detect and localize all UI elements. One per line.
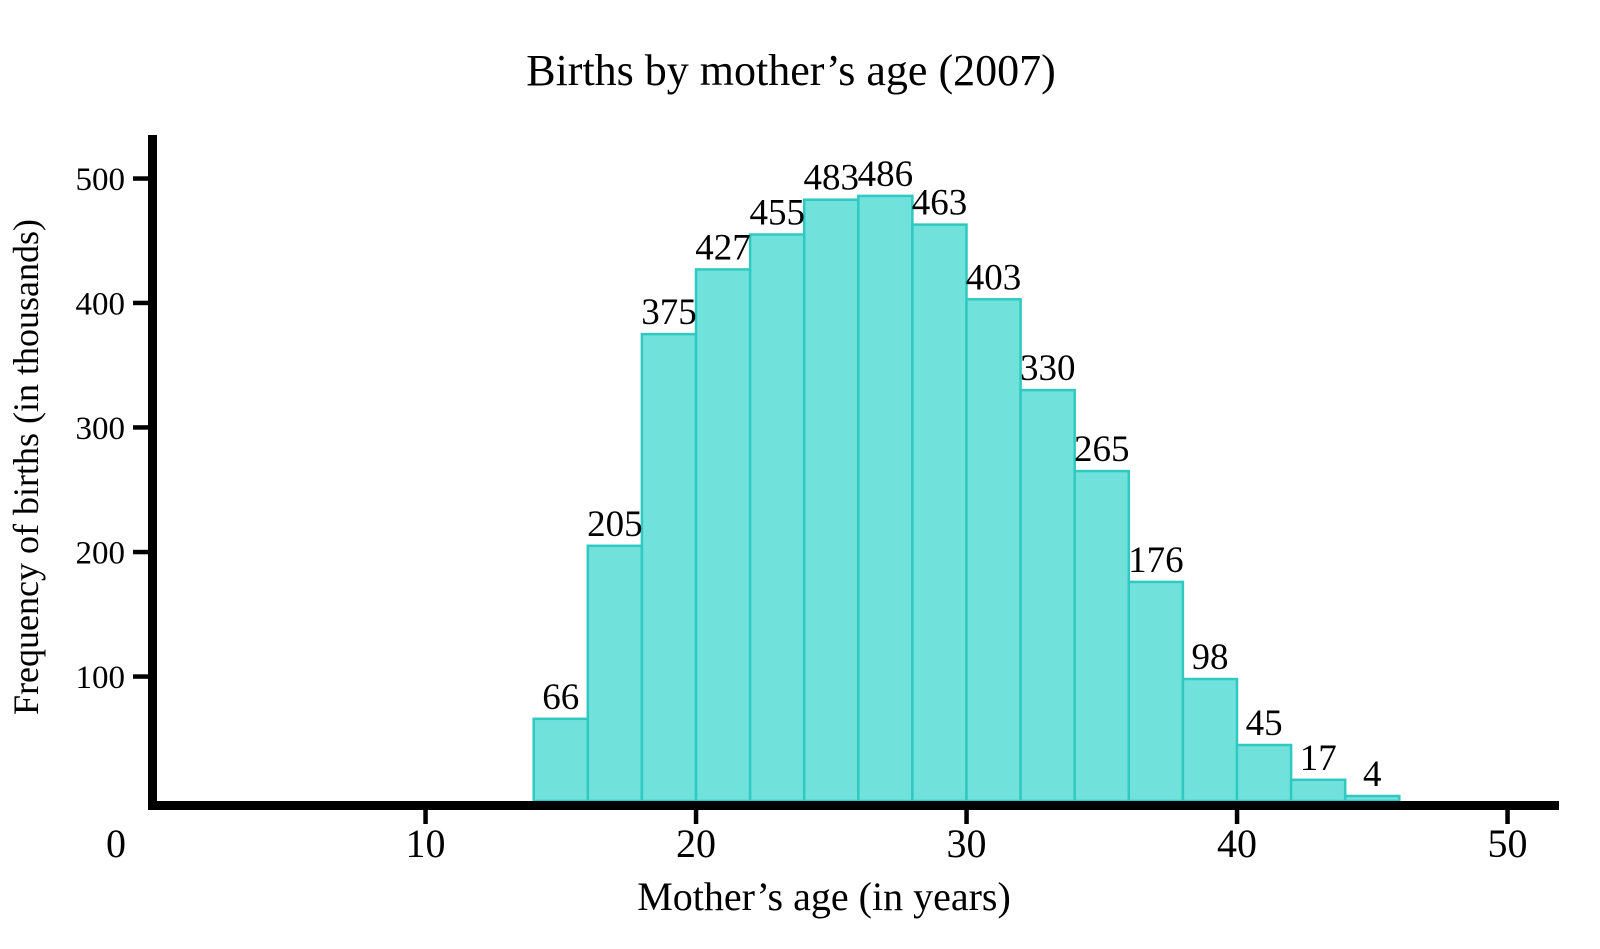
bar-value-label: 17	[1300, 738, 1337, 779]
y-tick	[133, 300, 148, 306]
y-tick	[133, 176, 148, 181]
y-tick	[133, 425, 148, 430]
bar-value-label: 427	[695, 227, 751, 268]
bar-value-label: 375	[641, 292, 697, 333]
x-tick	[1505, 810, 1510, 824]
chart-title: Births by mother’s age (2007)	[526, 46, 1056, 95]
x-tick-label: 50	[1488, 821, 1528, 866]
bar-value-label: 45	[1246, 703, 1283, 744]
y-tick-label: 400	[76, 287, 126, 323]
histogram-bar-age-28-30	[911, 223, 968, 803]
y-tick	[133, 674, 148, 679]
histogram-bar-age-26-28	[857, 194, 914, 803]
histogram-bar-age-22-24	[748, 233, 806, 803]
histogram-bar-age-14-16	[532, 717, 590, 803]
x-tick-label: 30	[947, 821, 987, 866]
histogram-bar-age-18-20	[640, 332, 698, 803]
x-tick-label: 20	[676, 821, 716, 866]
bar-value-label: 176	[1128, 540, 1184, 581]
x-tick-label: 0	[106, 821, 126, 866]
x-tick-label: 40	[1217, 821, 1257, 866]
histogram-bar-age-32-34	[1019, 388, 1076, 803]
axes-layer	[148, 135, 1559, 810]
histogram-bar-age-42-44	[1289, 778, 1347, 803]
histogram-bar-age-40-42	[1235, 743, 1293, 803]
y-tick	[133, 549, 148, 555]
bar-value-label: 330	[1020, 348, 1076, 389]
y-axis-line	[148, 135, 157, 810]
histogram-bar-age-24-26	[802, 198, 860, 803]
bars-layer	[532, 194, 1401, 803]
histogram-bar-age-36-38	[1127, 580, 1185, 803]
histogram-bar-age-20-22	[694, 268, 752, 803]
bar-value-label: 483	[804, 158, 860, 199]
bar-value-label: 403	[966, 257, 1022, 298]
bar-value-label: 265	[1074, 429, 1130, 470]
y-tick-label: 300	[76, 411, 126, 447]
y-tick-label: 100	[76, 660, 126, 696]
tick-labels-layer: 100 200 300 400 500 0 10 20 30 40 50	[76, 162, 1528, 866]
y-axis-title: Frequency of births (in thousands)	[6, 219, 46, 715]
ticks-layer	[133, 176, 1510, 824]
x-axis-line	[148, 801, 1559, 810]
y-tick-label: 500	[76, 162, 126, 198]
histogram-bar-age-34-36	[1073, 469, 1131, 803]
bar-value-label: 205	[587, 504, 643, 545]
histogram-bar-age-44-46	[1343, 794, 1401, 803]
x-axis-title: Mother’s age (in years)	[637, 874, 1011, 919]
bar-value-label: 486	[858, 154, 914, 195]
bar-value-label: 463	[912, 183, 968, 224]
bar-value-label: 455	[749, 193, 805, 234]
histogram-bar-age-38-40	[1181, 677, 1239, 803]
x-tick	[423, 810, 428, 824]
histogram-bar-age-30-32	[965, 298, 1022, 803]
x-tick	[964, 810, 969, 824]
bar-value-label: 98	[1192, 637, 1229, 678]
bar-value-label: 4	[1363, 754, 1382, 795]
histogram-bar-age-16-18	[586, 544, 644, 803]
bar-value-label: 66	[542, 677, 579, 718]
y-tick-label: 200	[76, 536, 126, 572]
x-tick	[693, 810, 699, 824]
x-tick-label: 10	[406, 821, 446, 866]
x-tick	[1234, 810, 1240, 824]
